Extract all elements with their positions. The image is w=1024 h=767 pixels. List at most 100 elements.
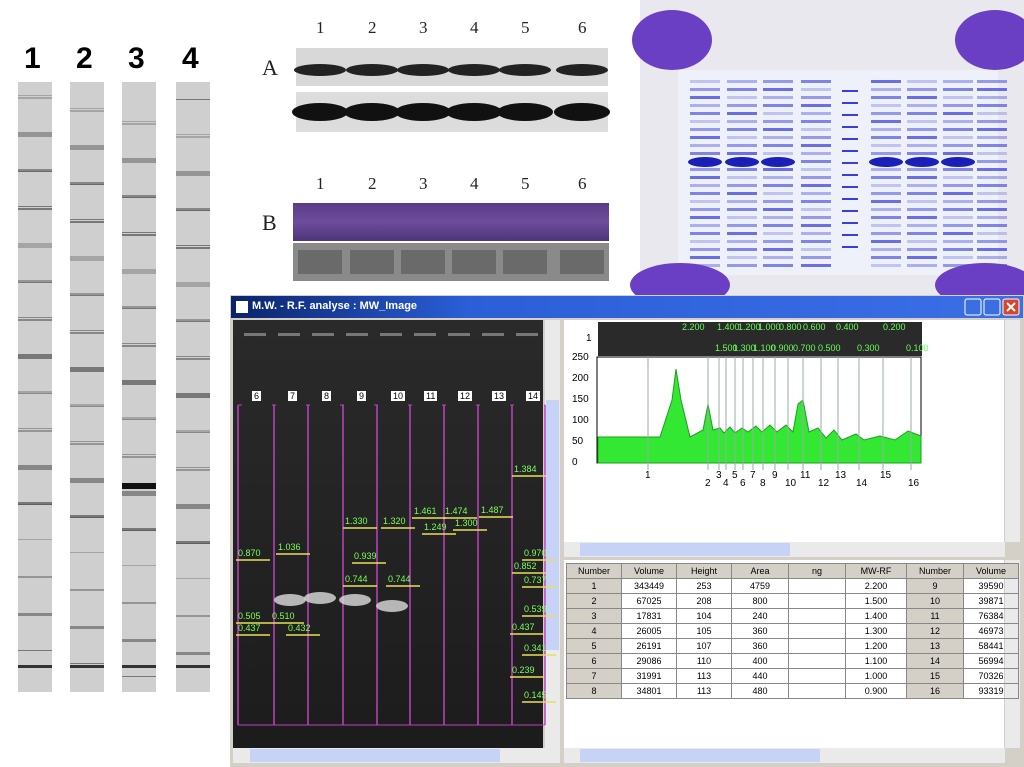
strip-band (18, 467, 52, 470)
header-cell[interactable]: Number (906, 563, 964, 579)
band-label: 1.487 (481, 505, 504, 515)
protein-band (977, 168, 1007, 171)
cell: 11 (906, 608, 964, 624)
header-cell[interactable]: Height (676, 563, 732, 579)
cell (788, 653, 846, 669)
coomassie-lanes (688, 80, 1007, 267)
lane-number: 4 (470, 174, 479, 193)
header-cell[interactable]: Area (731, 563, 789, 579)
header-cell[interactable]: MW-RF (845, 563, 907, 579)
table-row: 2 67025 208 800 1.500 10 39871 (566, 593, 1019, 609)
strip-band (122, 197, 156, 198)
strip-band (70, 367, 104, 369)
protein-band (727, 104, 757, 107)
strip-band (176, 467, 210, 468)
maximize-button[interactable] (983, 298, 1001, 316)
strip-band (70, 330, 104, 331)
panel-label: B (262, 210, 277, 235)
v-scroll-thumb[interactable] (546, 400, 559, 650)
app-icon (236, 301, 248, 313)
protein-band (690, 152, 720, 155)
strip-band (18, 169, 52, 172)
h-scroll-thumb[interactable] (580, 543, 790, 556)
lane-number: 4 (470, 18, 479, 37)
cell: 4759 (731, 578, 789, 594)
strip-band (70, 480, 104, 483)
cell: 10 (906, 593, 964, 609)
band-label: 0.744 (345, 574, 368, 584)
protein-band (690, 200, 720, 203)
lane-label: 13 (492, 391, 507, 401)
strip-band (176, 395, 210, 398)
strip-band (70, 441, 104, 442)
glove (955, 10, 1024, 70)
table-row: 7 31991 113 440 1.000 15 70326 (566, 668, 1019, 684)
cell: 9 (906, 578, 964, 594)
protein-band (801, 120, 831, 123)
strip-band (176, 99, 210, 100)
band-label: 0.437 (512, 622, 535, 632)
strip-band (70, 293, 104, 296)
cell: 34801 (621, 683, 677, 699)
protein-band (871, 232, 901, 235)
header-cell[interactable]: Volume (621, 563, 677, 579)
cell (788, 683, 846, 699)
cell: 343449 (621, 578, 677, 594)
strip-band (176, 393, 210, 395)
protein-band (907, 168, 937, 171)
strip-band (18, 132, 52, 134)
h-scroll-thumb[interactable] (580, 749, 820, 762)
strip-band (176, 652, 210, 655)
header-cell[interactable]: Volume (963, 563, 1019, 579)
cell: 6 (566, 653, 622, 669)
band-label: 1.320 (383, 516, 406, 526)
strip-band (70, 110, 104, 112)
protein-band (871, 256, 901, 259)
strip-band (18, 665, 52, 668)
header-cell[interactable]: Number (566, 563, 622, 579)
minimize-button[interactable] (964, 298, 982, 316)
cell: 360 (731, 638, 789, 654)
protein-band (801, 240, 831, 243)
strip-band (70, 663, 104, 664)
ruler-bottom: 0.500 (818, 343, 841, 353)
peak-label: 3 (716, 470, 722, 481)
strip-band (176, 469, 210, 471)
strip-label: 3 (128, 42, 145, 75)
header-cell[interactable]: ng (788, 563, 846, 579)
cell: 2.200 (845, 578, 907, 594)
lane-number: 6 (578, 174, 587, 193)
strip-label: 1 (24, 42, 41, 75)
strip-band (176, 665, 210, 668)
protein-band (763, 264, 793, 267)
lane-label: 7 (288, 391, 298, 401)
ruler-top: 1.400 (717, 322, 740, 332)
protein-band (907, 152, 937, 155)
protein-band (761, 157, 795, 167)
cell: 8 (566, 683, 622, 699)
well (516, 333, 538, 336)
lane-label: 14 (526, 391, 541, 401)
protein-band (907, 208, 937, 211)
blot-band (448, 64, 500, 76)
window-title: M.W. - R.F. analyse : MW_Image (252, 300, 418, 312)
strip-band (70, 295, 104, 296)
band-label: 0.852 (514, 561, 537, 571)
peak-label: 15 (880, 470, 892, 481)
title-bar (231, 296, 1023, 318)
cell: 113 (676, 683, 732, 699)
strip-band (18, 206, 52, 207)
protein-band (763, 144, 793, 147)
strip-band (122, 456, 156, 458)
cell: 1.300 (845, 623, 907, 639)
h-scroll-thumb[interactable] (250, 749, 500, 762)
protein-band (727, 168, 757, 171)
v-scrollbar[interactable] (1005, 320, 1020, 542)
marker-band (842, 126, 858, 128)
strip-band (122, 345, 156, 347)
protein-band (907, 120, 937, 123)
strip-band (18, 280, 52, 283)
protein-band (801, 128, 831, 131)
strip-band (70, 552, 104, 553)
